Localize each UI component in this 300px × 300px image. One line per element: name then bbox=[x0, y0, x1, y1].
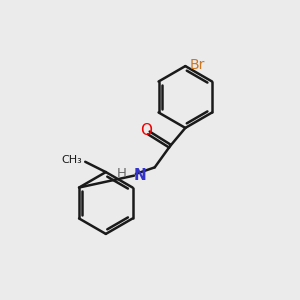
Text: CH₃: CH₃ bbox=[61, 155, 82, 165]
Text: Br: Br bbox=[190, 58, 205, 72]
Text: N: N bbox=[134, 168, 147, 183]
Text: O: O bbox=[140, 123, 152, 138]
Text: H: H bbox=[116, 167, 126, 180]
